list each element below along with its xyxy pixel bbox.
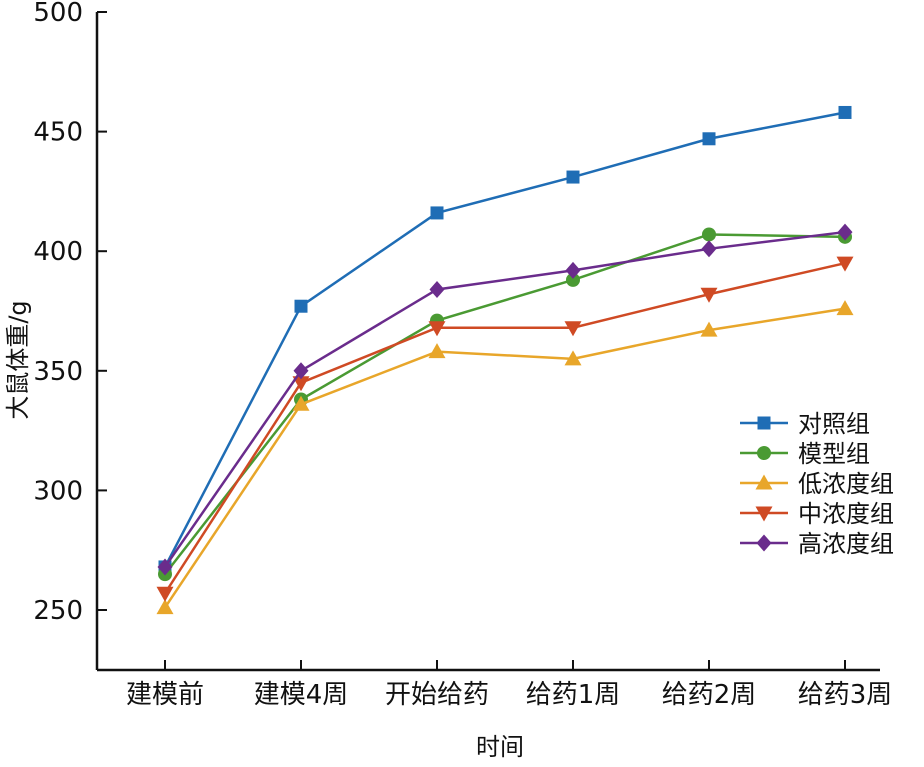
x-tick-label: 给药1周 bbox=[526, 680, 621, 710]
x-tick-label: 建模4周 bbox=[254, 680, 349, 710]
data-point bbox=[564, 350, 582, 366]
legend-label: 中浓度组 bbox=[798, 500, 894, 528]
series-5 bbox=[157, 223, 853, 576]
legend-label: 模型组 bbox=[798, 440, 870, 468]
data-point bbox=[292, 395, 310, 411]
data-point bbox=[430, 206, 444, 220]
data-point bbox=[838, 105, 852, 119]
axes bbox=[95, 12, 880, 672]
series-layer bbox=[156, 105, 854, 615]
data-point bbox=[702, 132, 716, 146]
x-axis-ticks: 建模前 建模4周 开始给药 给药1周 给药2周 给药3周 bbox=[126, 660, 892, 710]
y-tick-label: 300 bbox=[33, 476, 83, 506]
legend-label: 对照组 bbox=[798, 410, 870, 438]
data-point bbox=[702, 227, 716, 242]
data-point bbox=[156, 599, 174, 615]
data-point bbox=[700, 287, 718, 303]
series-3 bbox=[156, 300, 854, 615]
series-4 bbox=[156, 256, 854, 602]
data-point bbox=[565, 261, 581, 279]
data-point bbox=[293, 362, 309, 380]
data-point bbox=[836, 300, 854, 316]
data-point bbox=[157, 558, 173, 576]
data-point bbox=[701, 240, 717, 258]
legend-marker bbox=[757, 416, 771, 430]
legend-marker bbox=[757, 446, 771, 460]
x-axis-title: 时间 bbox=[476, 733, 524, 761]
data-point bbox=[429, 280, 445, 298]
y-axis-ticks: 250 300 350 400 450 500 bbox=[33, 0, 107, 626]
data-point bbox=[566, 272, 580, 287]
series-line bbox=[163, 261, 846, 594]
data-point bbox=[428, 343, 446, 359]
series-line bbox=[163, 230, 846, 568]
series-1 bbox=[158, 105, 852, 574]
legend-item: 中浓度组 bbox=[740, 500, 894, 528]
legend-label: 高浓度组 bbox=[798, 530, 894, 558]
x-tick-label: 给药3周 bbox=[798, 680, 893, 710]
data-point bbox=[566, 170, 580, 184]
y-tick-label: 350 bbox=[33, 357, 83, 387]
legend-label: 低浓度组 bbox=[798, 470, 894, 498]
legend-marker bbox=[756, 534, 772, 552]
data-point bbox=[700, 321, 718, 337]
series-line bbox=[163, 111, 846, 568]
x-tick-label: 建模前 bbox=[126, 680, 204, 710]
data-point bbox=[564, 321, 582, 337]
x-tick-label: 开始给药 bbox=[385, 680, 489, 710]
legend-item: 低浓度组 bbox=[740, 470, 894, 498]
data-point bbox=[836, 256, 854, 272]
data-point bbox=[428, 321, 446, 337]
legend-item: 高浓度组 bbox=[740, 530, 894, 558]
series-line bbox=[163, 307, 846, 609]
legend-item: 模型组 bbox=[740, 440, 870, 468]
x-tick-label: 给药2周 bbox=[662, 680, 757, 710]
data-point bbox=[156, 586, 174, 602]
data-point bbox=[292, 376, 310, 392]
data-point bbox=[837, 223, 853, 241]
y-axis-title: 大鼠体重/g bbox=[4, 300, 32, 419]
legend-marker bbox=[755, 506, 773, 522]
data-point bbox=[294, 299, 308, 313]
y-tick-label: 500 bbox=[33, 0, 83, 28]
legend-item: 对照组 bbox=[740, 410, 870, 438]
y-tick-label: 400 bbox=[33, 237, 83, 267]
y-tick-label: 250 bbox=[33, 596, 83, 626]
series-line bbox=[164, 233, 846, 575]
legend-marker bbox=[755, 474, 773, 490]
y-tick-label: 450 bbox=[33, 118, 83, 148]
